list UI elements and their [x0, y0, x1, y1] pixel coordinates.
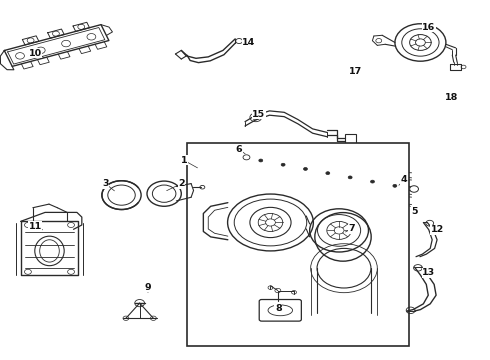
Text: 18: 18 [445, 94, 459, 102]
Text: 12: 12 [430, 225, 444, 234]
Text: 13: 13 [422, 269, 435, 277]
Circle shape [326, 172, 330, 175]
Bar [187, 143, 409, 346]
Bar [345, 134, 356, 144]
Text: 14: 14 [242, 38, 256, 47]
Circle shape [348, 176, 352, 179]
Text: 16: 16 [422, 22, 436, 31]
Text: 1: 1 [180, 156, 187, 165]
Text: 3: 3 [102, 179, 109, 188]
Text: 2: 2 [178, 179, 185, 188]
Circle shape [393, 184, 397, 187]
Circle shape [259, 159, 263, 162]
Text: 6: 6 [236, 145, 243, 154]
Text: 7: 7 [348, 224, 355, 233]
Text: 5: 5 [411, 207, 417, 216]
Text: 8: 8 [275, 304, 282, 313]
Text: 17: 17 [348, 67, 362, 76]
Text: 10: 10 [29, 49, 42, 58]
Circle shape [303, 167, 307, 170]
Circle shape [370, 180, 374, 183]
Circle shape [281, 163, 285, 166]
Text: 4: 4 [401, 175, 408, 184]
Circle shape [410, 186, 418, 192]
Text: 15: 15 [252, 110, 265, 119]
Text: 11: 11 [28, 222, 42, 231]
Text: 9: 9 [145, 283, 151, 292]
